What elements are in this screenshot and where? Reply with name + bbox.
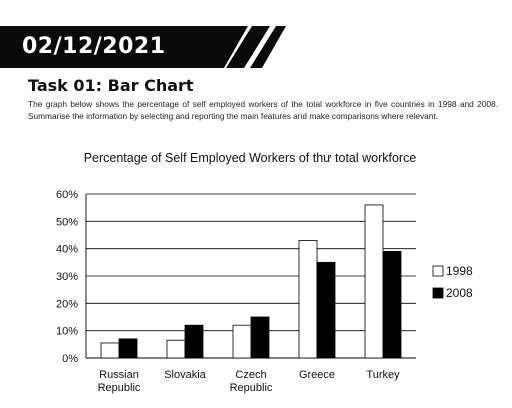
legend-label-2008: 2008	[446, 286, 473, 300]
y-tick-label: 30%	[56, 271, 78, 283]
x-tick-label: Czech Republic	[230, 369, 273, 394]
date-label: 02/12/2021	[22, 34, 166, 59]
x-tick-label: Russian Republic	[98, 369, 141, 394]
bar-2008	[184, 324, 204, 359]
y-tick-label: 60%	[56, 189, 78, 201]
bar-2008	[118, 338, 138, 359]
y-tick-label: 40%	[56, 244, 78, 256]
y-tick-label: 0%	[62, 353, 78, 365]
bar-1998	[298, 240, 318, 359]
bar-2008	[316, 261, 336, 359]
bar-1998	[100, 342, 120, 359]
y-tick-label: 20%	[56, 298, 78, 310]
x-tick-label: Turkey	[366, 369, 400, 381]
bar-2008	[250, 316, 270, 359]
task-title: Task 01: Bar Chart	[28, 76, 194, 95]
bar-1998	[232, 324, 252, 359]
header-banner	[0, 26, 286, 74]
bar-1998	[364, 204, 384, 359]
y-tick-label: 50%	[56, 216, 78, 228]
bar-2008	[382, 250, 402, 359]
x-tick-label: Greece	[299, 369, 335, 381]
task-description: The graph below shows the percentage of …	[28, 99, 498, 121]
x-tick-label: Slovakia	[164, 369, 206, 381]
y-tick-label: 10%	[56, 326, 78, 338]
legend-swatch-2008	[432, 287, 444, 299]
legend-swatch-1998	[432, 265, 444, 277]
legend-label-1998: 1998	[446, 264, 473, 278]
bar-1998	[166, 339, 186, 359]
chart-title: Percentage of Self Employed Workers of t…	[84, 151, 417, 165]
